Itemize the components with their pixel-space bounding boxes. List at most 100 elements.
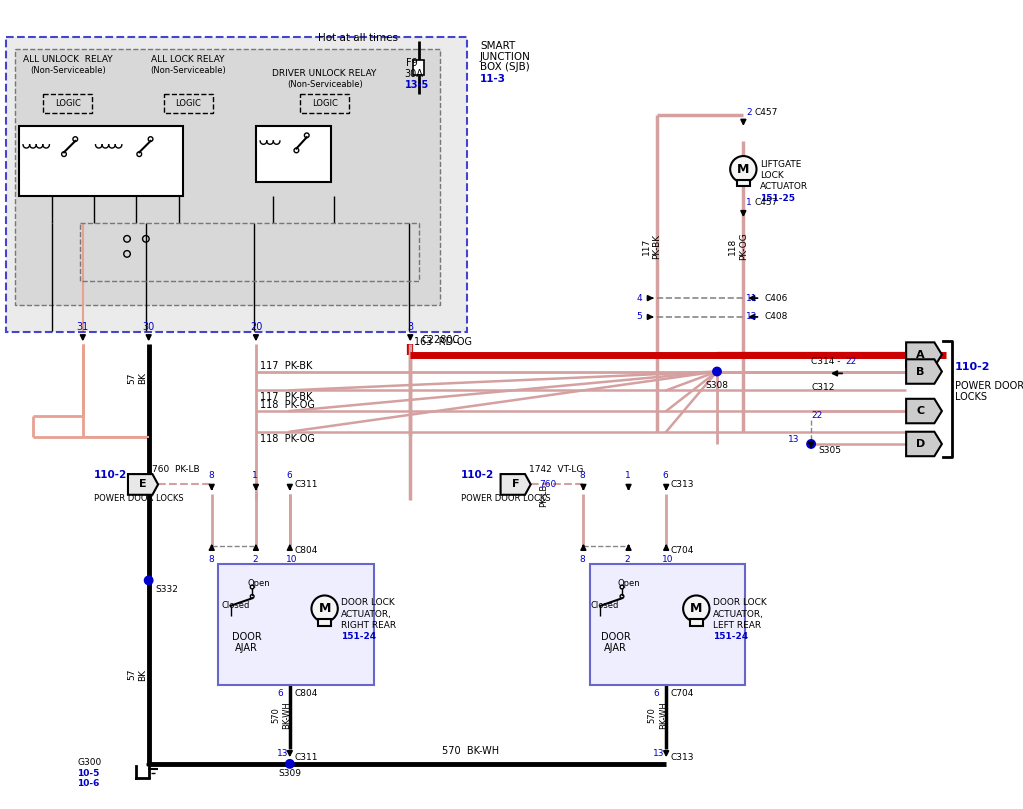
Text: 8: 8	[208, 471, 214, 480]
Text: LEFT REAR: LEFT REAR	[713, 621, 761, 630]
Text: 118  PK-OG: 118 PK-OG	[260, 400, 315, 410]
FancyBboxPatch shape	[590, 565, 745, 685]
Text: Closed: Closed	[591, 601, 619, 610]
Text: 570: 570	[648, 707, 657, 723]
Text: D: D	[916, 439, 925, 449]
Text: C313: C313	[671, 752, 695, 761]
Text: ACTUATOR,: ACTUATOR,	[341, 609, 392, 619]
Text: DOOR LOCK: DOOR LOCK	[713, 599, 767, 608]
Text: ALL LOCK RELAY: ALL LOCK RELAY	[151, 55, 225, 65]
Text: 10: 10	[663, 555, 674, 564]
Bar	[737, 180, 750, 186]
Text: 760: 760	[539, 480, 557, 489]
Text: DRIVER UNLOCK RELAY: DRIVER UNLOCK RELAY	[272, 70, 376, 78]
Bar	[318, 619, 331, 625]
Text: 1742  VT-LG: 1742 VT-LG	[529, 465, 583, 474]
Circle shape	[683, 595, 710, 622]
Text: M: M	[738, 163, 750, 176]
Circle shape	[730, 156, 757, 182]
Text: 4: 4	[636, 294, 641, 303]
Text: C704: C704	[671, 688, 695, 697]
Text: C457: C457	[755, 108, 779, 116]
Text: 110-2: 110-2	[955, 362, 990, 372]
Text: 5: 5	[636, 312, 641, 321]
Text: ACTUATOR,: ACTUATOR,	[713, 609, 764, 619]
Text: 151-25: 151-25	[760, 193, 795, 203]
Text: 117  PK-BK: 117 PK-BK	[260, 392, 312, 402]
Text: AJAR: AJAR	[604, 643, 627, 654]
Text: F9: F9	[406, 58, 418, 68]
Text: (Non-Serviceable): (Non-Serviceable)	[150, 66, 226, 74]
Text: AJAR: AJAR	[235, 643, 258, 654]
Text: RIGHT REAR: RIGHT REAR	[341, 621, 396, 630]
Text: 6: 6	[286, 471, 292, 480]
Text: C312: C312	[811, 383, 835, 392]
Bar	[413, 60, 425, 75]
Text: 760  PK-LB: 760 PK-LB	[152, 465, 201, 474]
Text: Hot at all times: Hot at all times	[317, 33, 398, 43]
Text: 22: 22	[811, 411, 822, 420]
Text: F: F	[512, 480, 520, 489]
Text: 31: 31	[77, 322, 89, 332]
Circle shape	[285, 760, 294, 768]
Text: 30: 30	[142, 322, 154, 332]
Text: LOCK: LOCK	[760, 171, 784, 180]
Text: 570  BK-WH: 570 BK-WH	[442, 747, 499, 756]
Text: C311: C311	[295, 480, 318, 489]
Bar	[256, 126, 331, 182]
Text: C704: C704	[671, 546, 695, 555]
Text: 30A: 30A	[405, 70, 424, 79]
Circle shape	[807, 440, 815, 448]
Text: 10: 10	[286, 555, 298, 564]
Text: ALL UNLOCK  RELAY: ALL UNLOCK RELAY	[23, 55, 113, 65]
Text: 57: 57	[127, 669, 136, 680]
Bar	[18, 126, 183, 197]
Text: 13: 13	[276, 749, 288, 758]
Circle shape	[144, 576, 152, 585]
Text: 117: 117	[641, 238, 651, 255]
Text: S305: S305	[818, 446, 842, 455]
Text: BK: BK	[138, 668, 147, 680]
Text: LOCKS: LOCKS	[955, 392, 987, 402]
Text: 10-5: 10-5	[77, 769, 99, 777]
Text: 1: 1	[746, 198, 752, 207]
Text: 13: 13	[653, 749, 665, 758]
Text: 13: 13	[788, 434, 799, 444]
Text: 2: 2	[625, 555, 630, 564]
Text: DOOR LOCK: DOOR LOCK	[341, 599, 395, 608]
Text: 2: 2	[253, 555, 258, 564]
Text: 11-3: 11-3	[480, 74, 506, 84]
Text: C: C	[917, 406, 925, 416]
Polygon shape	[906, 432, 942, 456]
Text: 57: 57	[127, 372, 136, 383]
Text: 20: 20	[250, 322, 262, 332]
Text: G300: G300	[77, 758, 101, 767]
Text: BOX (SJB): BOX (SJB)	[480, 62, 530, 72]
Text: C313: C313	[671, 480, 695, 489]
Text: 110-2: 110-2	[94, 470, 127, 481]
Text: PK-LB: PK-LB	[539, 484, 548, 507]
Text: 1: 1	[253, 471, 258, 480]
Text: S332: S332	[155, 585, 178, 594]
Text: PK-OG: PK-OG	[739, 232, 748, 260]
Text: 10-6: 10-6	[77, 779, 99, 788]
Polygon shape	[128, 474, 159, 495]
Text: 8: 8	[208, 555, 214, 564]
Text: C314 -: C314 -	[811, 357, 841, 366]
Text: C804: C804	[295, 546, 318, 555]
Text: Closed: Closed	[221, 601, 250, 610]
Text: LOGIC: LOGIC	[55, 99, 81, 108]
Bar	[690, 619, 703, 625]
Text: M: M	[691, 602, 703, 615]
Text: C457: C457	[755, 198, 779, 207]
Text: 22: 22	[845, 357, 856, 366]
Text: Open: Open	[248, 578, 270, 587]
FancyBboxPatch shape	[15, 49, 440, 305]
Text: C408: C408	[764, 312, 788, 321]
Text: A: A	[916, 349, 925, 359]
Polygon shape	[906, 359, 942, 383]
Text: POWER DOOR LOCKS: POWER DOOR LOCKS	[94, 493, 184, 503]
FancyBboxPatch shape	[218, 565, 373, 685]
Text: Open: Open	[617, 578, 640, 587]
Text: 6: 6	[277, 688, 283, 697]
